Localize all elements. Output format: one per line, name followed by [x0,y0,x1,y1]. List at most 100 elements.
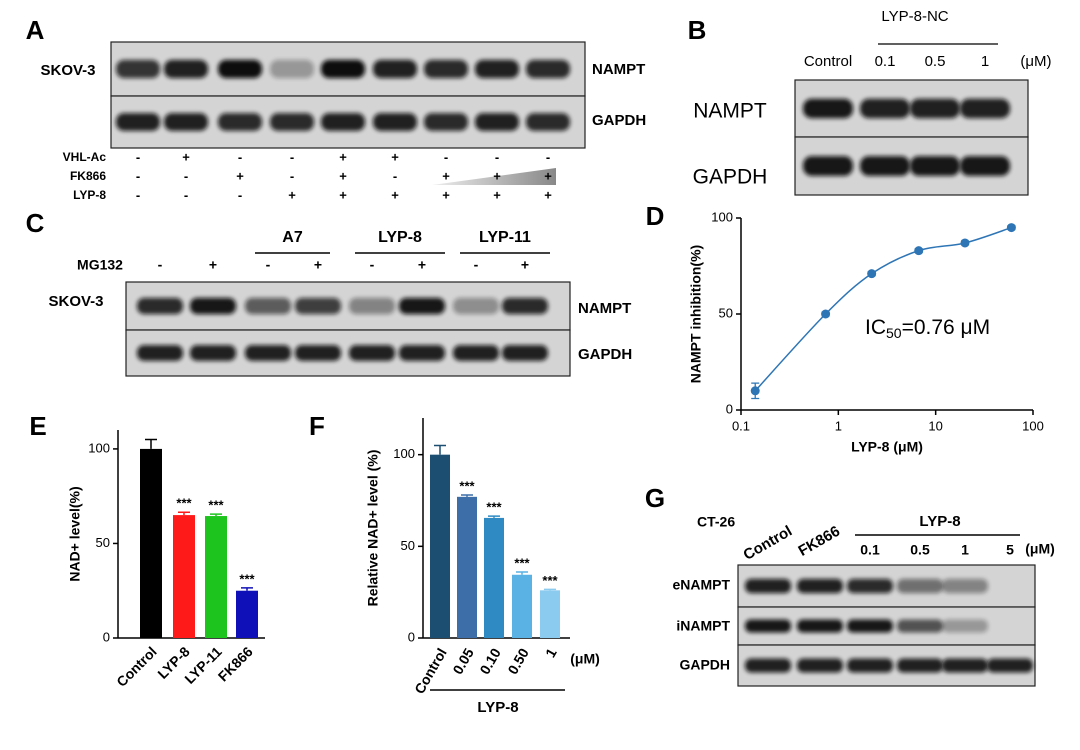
column-label: Control [804,53,852,70]
sign: + [339,149,347,164]
blot-band [116,59,160,79]
row-label: FK866 [70,169,106,183]
row-label: LYP-8 [73,188,106,202]
panel-letter: G [645,483,665,513]
blot-band [373,59,417,79]
x-tick-label: 0.05 [449,645,477,677]
dose-label: 1 [961,542,969,558]
sign: - [136,168,140,183]
data-point [1006,223,1016,233]
blot-band [270,59,314,79]
blot-band [218,59,262,79]
blot-band [245,345,291,361]
blot-band [475,59,519,79]
blot-band [270,113,314,131]
sign: - [238,149,242,164]
bar [512,574,532,638]
unit: (μM) [1020,53,1051,70]
sign: - [290,149,294,164]
annotation: IC50=0.76 μM [865,316,990,341]
sign: - [290,168,294,183]
significance: *** [542,573,558,588]
dose-label: 0.5 [910,542,930,558]
panel-letter: A [26,15,45,45]
blot-band [942,578,988,594]
significance: *** [514,555,530,570]
unit: (μM) [570,651,600,667]
data-point [960,238,970,248]
sign: - [474,257,479,273]
sign: - [266,257,271,273]
x-tick-label: 10 [928,418,942,433]
sign: - [184,187,188,202]
blot-band [942,619,988,633]
sign: - [444,149,448,164]
blot-band [321,59,365,79]
panel-letter: E [29,411,46,441]
error-bar [145,438,157,449]
blot-band [295,297,341,315]
x-tick-label: 1 [835,418,842,433]
panel-letter: B [688,15,707,45]
blot-band [847,658,893,673]
x-tick-label: 0.50 [504,645,532,677]
blot-band [803,156,853,176]
error-bar [488,515,500,518]
significance: *** [239,571,255,586]
y-tick-label: 50 [401,538,415,553]
dose-label: 0.1 [860,542,880,558]
blot-band [860,98,910,119]
blot-band [526,59,570,79]
sign: + [442,168,450,183]
blot-band [847,619,893,633]
blot-band [190,345,236,361]
bar [205,516,227,638]
sign: + [493,168,501,183]
band-label: GAPDH [578,346,632,363]
annotation-part: IC [865,316,886,339]
group-label: LYP-8 [477,699,518,716]
blot-band [502,297,548,315]
y-tick-label: 0 [408,629,415,644]
bar [140,448,162,638]
column-label: 1 [981,53,989,70]
sign: - [184,168,188,183]
blot-band [116,113,160,131]
band-label: GAPDH [592,112,646,129]
x-tick-label: 100 [1022,418,1044,433]
sign: + [391,187,399,202]
y-tick-label: 100 [393,446,415,461]
bar [457,496,477,638]
fit-curve [754,226,1012,392]
column-label: 0.1 [875,53,896,70]
band-label: NAMPT [592,61,645,78]
dose-ramp [432,168,556,185]
x-tick-label: LYP-11 [181,643,225,687]
blot-band [349,345,395,361]
blot-band [295,345,341,361]
blot-band [803,98,853,119]
bar [173,515,195,638]
sign: + [391,149,399,164]
sign: + [544,168,552,183]
error-bar [210,513,222,517]
blot-band [942,658,988,673]
sign: + [544,187,552,202]
sign: - [136,187,140,202]
blot-band [797,619,843,633]
blot-band [453,297,499,315]
blot-band [475,113,519,131]
sign: - [546,149,550,164]
panel-letter: D [646,201,665,231]
blot-band [960,98,1010,119]
blot-band [245,297,291,315]
row-label: VHL-Ac [63,150,107,164]
unit: (μM) [1025,541,1055,557]
blot-band [399,297,445,315]
cell-line: CT-26 [697,514,735,530]
y-axis-label: Relative NAD+ level (%) [365,450,381,607]
blot-band [860,156,910,176]
significance: *** [459,478,475,493]
sign: + [442,187,450,202]
